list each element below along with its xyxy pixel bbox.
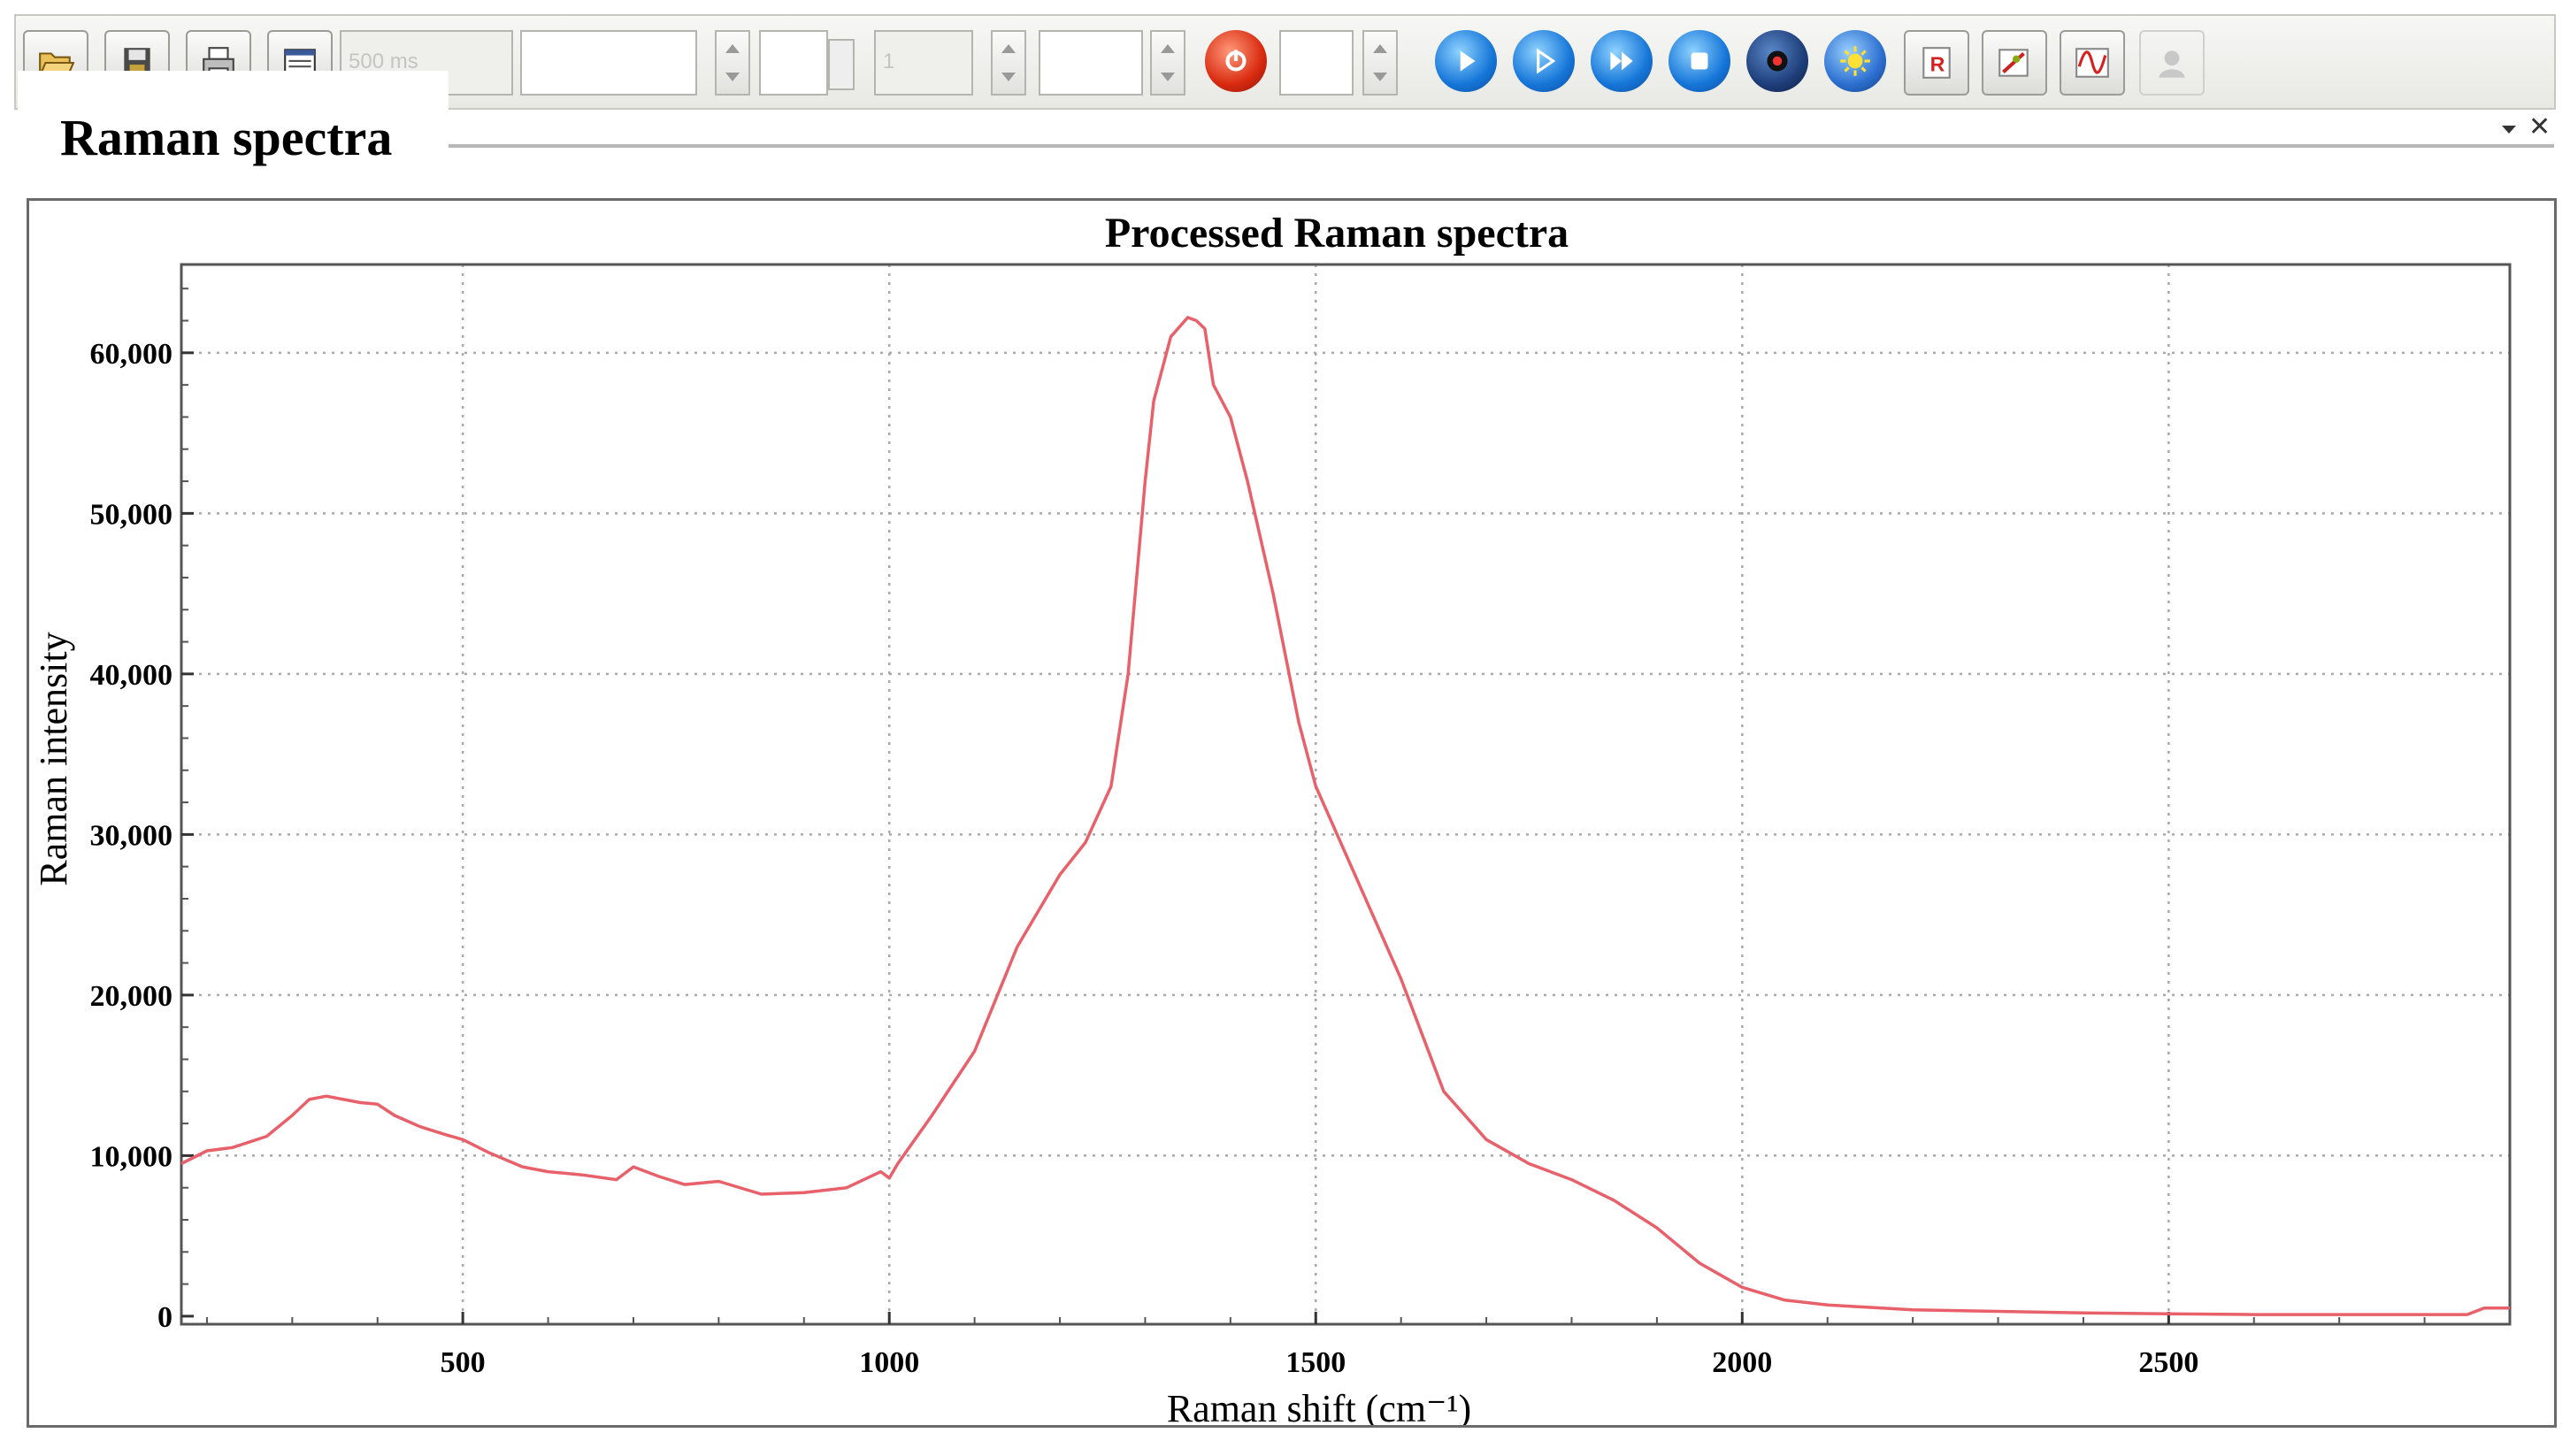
panel-tab[interactable]: Raman spectra — [18, 71, 449, 195]
fast-forward-button[interactable] — [1591, 30, 1653, 92]
integration-spinner[interactable] — [715, 30, 750, 96]
spectrum-line — [180, 316, 2510, 1316]
x-tick-label: 500 — [441, 1346, 486, 1379]
pointer-tool-icon — [1998, 49, 2029, 77]
count-field[interactable]: 1 — [874, 30, 973, 96]
panel-tab-label: Raman spectra — [60, 109, 393, 166]
pointer-tool-button[interactable] — [1982, 30, 2047, 96]
step-play-icon — [1537, 48, 1556, 74]
chevron-down-icon — [828, 39, 855, 90]
play-button[interactable] — [1435, 30, 1497, 92]
y-tick-label: 30,000 — [90, 819, 173, 852]
stop-button[interactable] — [1669, 30, 1730, 92]
x-tick-label: 2500 — [2138, 1346, 2198, 1379]
series-layer — [180, 316, 2510, 1316]
light-source-icon — [1840, 46, 1870, 76]
spectrum-icon — [2075, 48, 2109, 78]
user-button[interactable] — [2139, 30, 2205, 96]
stop-laser-button[interactable] — [1205, 30, 1267, 92]
axes: 500 1000 1500 2000 2500 0 10,000 20,000 30,000 40… — [90, 287, 2426, 1379]
x-tick-label: 2000 — [1712, 1346, 1772, 1379]
play-icon — [1460, 50, 1476, 72]
plot-area — [180, 263, 2512, 1326]
panel-menu-dropdown-icon[interactable] — [2500, 120, 2518, 138]
record-icon — [1767, 50, 1788, 72]
table-view-icon — [284, 49, 316, 75]
power-field[interactable] — [1039, 30, 1143, 96]
delay-field[interactable] — [1279, 30, 1354, 96]
y-tick-label: 0 — [157, 1301, 173, 1334]
spectrum-button[interactable] — [2060, 30, 2125, 96]
y-tick-label: 40,000 — [90, 659, 173, 692]
count-spinner[interactable] — [991, 30, 1026, 96]
r-marker-icon: R — [1922, 47, 1951, 79]
y-tick-label: 20,000 — [90, 980, 173, 1013]
y-tick-label: 50,000 — [90, 498, 173, 531]
y-tick-label: 10,000 — [90, 1140, 173, 1173]
tab-divider — [449, 144, 2554, 148]
chart-title: Processed Raman spectra — [1105, 210, 1569, 257]
toolbar: 500 ms 1 R — [14, 14, 2556, 110]
integration-field[interactable] — [520, 30, 697, 96]
user-icon — [2159, 50, 2185, 78]
panel-close-icon[interactable]: ✕ — [2528, 111, 2551, 142]
x-axis-label: Raman shift (cm⁻¹) — [1167, 1387, 1471, 1425]
stop-laser-icon — [1225, 50, 1247, 72]
fast-forward-icon — [1610, 51, 1633, 71]
step-play-button[interactable] — [1513, 30, 1575, 92]
y-tick-label: 60,000 — [90, 338, 173, 371]
svg-text:R: R — [1930, 52, 1945, 75]
stop-icon — [1691, 52, 1708, 70]
chart: 500 1000 1500 2000 2500 0 10,000 20,000 30,000 40… — [32, 210, 2512, 1425]
light-source-button[interactable] — [1824, 30, 1886, 92]
y-axis-label: Raman intensity — [32, 632, 75, 885]
delay-spinner[interactable] — [1362, 30, 1398, 96]
gridlines — [181, 264, 2510, 1324]
mode-select[interactable] — [759, 30, 855, 96]
record-button[interactable] — [1746, 30, 1808, 92]
chart-panel: 500 1000 1500 2000 2500 0 10,000 20,000 30,000 40… — [27, 198, 2557, 1428]
r-marker-button[interactable]: R — [1904, 30, 1969, 96]
power-spinner[interactable] — [1150, 30, 1185, 96]
x-tick-label: 1000 — [859, 1346, 919, 1379]
x-tick-label: 1500 — [1285, 1346, 1346, 1379]
